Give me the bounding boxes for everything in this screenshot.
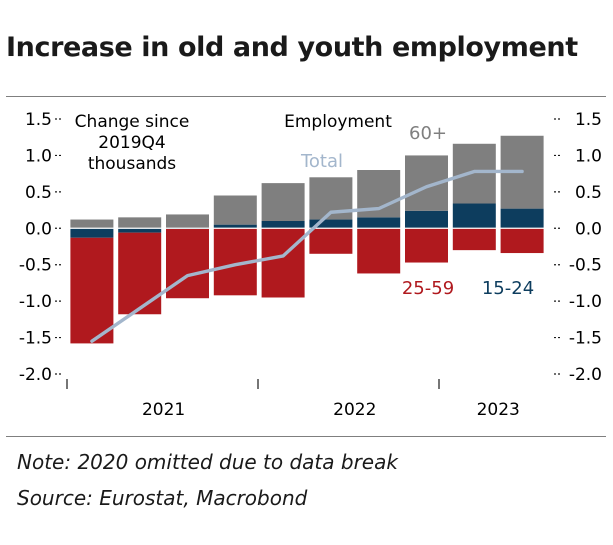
bar-segment-15-24	[452, 203, 496, 229]
bar-segment-15-24	[213, 224, 257, 229]
series-label-15-24: 15-24	[482, 278, 534, 299]
bar-segment-25-59	[118, 232, 162, 315]
total-line-layer	[90, 169, 524, 343]
bar-segment-15-24	[309, 219, 353, 229]
left-axis-label-line-2: 2019Q4	[98, 133, 165, 153]
bar-segment-15-24	[405, 210, 448, 229]
series-label-60+: 60+	[409, 123, 447, 144]
bar-segment-15-24	[500, 208, 544, 229]
bar-segment-60+	[452, 143, 496, 204]
left-tick-label: -1.5	[19, 329, 52, 349]
bar-segment-15-24	[70, 228, 114, 238]
left-tick-label: 0.5	[25, 183, 52, 203]
bar-segment-25-59	[500, 228, 544, 254]
year-label: 2023	[477, 400, 520, 420]
footer-divider	[6, 436, 606, 437]
chart-title: Increase in old and youth employment	[6, 32, 578, 63]
right-tick-label: 0.0	[575, 219, 602, 239]
left-tick-label: 0.0	[25, 219, 52, 239]
bar-segment-60+	[261, 183, 305, 221]
series-label-total: Total	[300, 151, 343, 172]
year-label: 2021	[142, 400, 185, 420]
right-tick-label: -2.0	[569, 365, 602, 385]
left-tick-label: 1.0	[25, 146, 52, 166]
bar-segment-25-59	[309, 228, 353, 254]
right-tick-label: 0.5	[575, 183, 602, 203]
left-axis-label-line-1: Change since	[75, 112, 190, 132]
labels-layer: Change since 2019Q4 thousands Employment…	[19, 110, 602, 420]
bars-layer	[67, 135, 548, 344]
bar-segment-60+	[213, 195, 257, 225]
bar-segment-15-24	[261, 221, 305, 229]
bar-segment-25-59	[261, 228, 305, 298]
year-label: 2022	[333, 400, 376, 420]
bar-segment-60+	[118, 217, 162, 229]
right-tick-label: -1.0	[569, 292, 602, 312]
bar-segment-15-24	[118, 228, 162, 233]
bar-segment-60+	[70, 219, 114, 229]
right-axis-label: Employment	[284, 112, 392, 132]
left-axis-label-line-3: thousands	[88, 154, 176, 174]
left-tick-label: 1.5	[25, 110, 52, 130]
right-tick-label: -1.5	[569, 329, 602, 349]
bar-segment-60+	[166, 214, 209, 229]
bar-segment-25-59	[357, 228, 401, 274]
bar-segment-15-24	[357, 217, 401, 229]
bar-segment-25-59	[70, 237, 114, 344]
series-label-25-59: 25-59	[402, 278, 454, 299]
bar-segment-25-59	[452, 228, 496, 251]
title-divider	[6, 96, 606, 97]
left-tick-label: -1.0	[19, 292, 52, 312]
employment-chart: Change since 2019Q4 thousands Employment…	[19, 110, 602, 420]
axes-layer	[55, 118, 561, 389]
total-line	[90, 169, 524, 343]
right-tick-label: -0.5	[569, 256, 602, 276]
note-text: Note: 2020 omitted due to data break	[17, 450, 398, 474]
right-tick-label: 1.5	[575, 110, 602, 130]
left-tick-label: -0.5	[19, 256, 52, 276]
right-tick-label: 1.0	[575, 146, 602, 166]
source-text: Source: Eurostat, Macrobond	[17, 486, 308, 510]
bar-segment-25-59	[405, 228, 448, 263]
left-tick-label: -2.0	[19, 365, 52, 385]
